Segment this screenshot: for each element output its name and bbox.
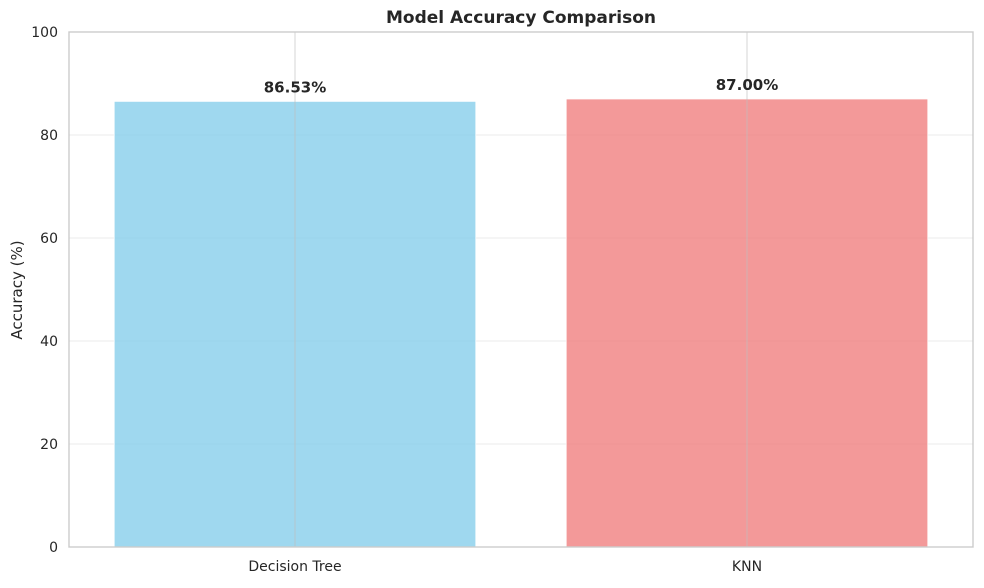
y-tick-label: 100 xyxy=(31,25,58,41)
y-tick-label: 80 xyxy=(40,128,58,144)
bars xyxy=(113,98,929,548)
y-tick-labels: 0 20 40 60 80 100 xyxy=(31,25,58,556)
plot-frame xyxy=(68,31,974,548)
y-tick-label: 0 xyxy=(49,540,58,556)
y-tick-label: 40 xyxy=(40,334,58,350)
value-labels: 86.53% 87.00% xyxy=(264,76,778,96)
x-tick-label: Decision Tree xyxy=(248,559,341,575)
vertical-grid-lines xyxy=(294,32,748,547)
y-tick-label: 20 xyxy=(40,437,58,453)
x-tick-labels: Decision Tree KNN xyxy=(248,559,762,575)
value-label: 87.00% xyxy=(716,76,778,94)
x-tick-label: KNN xyxy=(732,559,762,575)
chart-title: Model Accuracy Comparison xyxy=(386,8,656,28)
value-label: 86.53% xyxy=(264,78,326,96)
y-tick-label: 60 xyxy=(40,231,58,247)
y-axis-label: Accuracy (%) xyxy=(8,240,26,339)
